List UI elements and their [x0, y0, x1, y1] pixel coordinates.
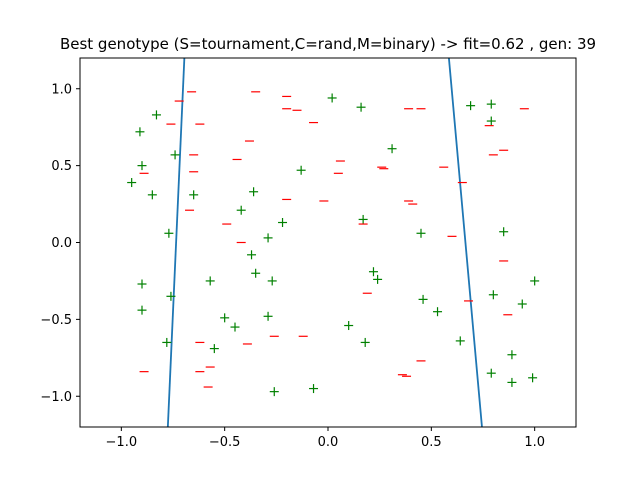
- plus-marker: [309, 384, 319, 394]
- plus-marker: [164, 228, 174, 238]
- plus-marker: [162, 337, 172, 347]
- plus-marker: [344, 321, 354, 331]
- chart-title: Best genotype (S=tournament,C=rand,M=bin…: [60, 35, 596, 53]
- plus-marker: [416, 228, 426, 238]
- plus-marker: [251, 268, 261, 278]
- plot-area: [80, 58, 576, 427]
- plus-marker: [267, 276, 277, 286]
- plus-marker: [360, 337, 370, 347]
- plus-marker: [278, 218, 288, 228]
- plus-marker: [137, 279, 147, 289]
- y-tick-label: 1.0: [51, 82, 72, 97]
- plus-marker: [486, 99, 496, 109]
- plus-marker: [230, 322, 240, 332]
- plus-marker: [528, 373, 538, 383]
- plus-marker: [507, 350, 517, 360]
- y-tick-label: −0.5: [40, 313, 72, 328]
- decision-lines: [166, 58, 483, 427]
- plus-marker: [151, 110, 161, 120]
- y-tick-label: −1.0: [40, 390, 72, 405]
- decision-line-2: [448, 58, 483, 427]
- plus-marker: [466, 101, 476, 111]
- data-points: [127, 91, 540, 397]
- plus-marker: [247, 250, 257, 260]
- plus-marker: [455, 336, 465, 346]
- plus-marker: [269, 387, 279, 397]
- plus-marker: [530, 276, 540, 286]
- plus-marker: [368, 267, 378, 277]
- plus-marker: [488, 290, 498, 300]
- plus-marker: [499, 227, 509, 237]
- plus-marker: [507, 377, 517, 387]
- plus-marker: [209, 344, 219, 354]
- plus-marker: [486, 368, 496, 378]
- plus-marker: [517, 299, 527, 309]
- plus-marker: [373, 274, 383, 284]
- plus-marker: [170, 150, 180, 160]
- plus-marker: [166, 291, 176, 301]
- plus-marker: [327, 93, 337, 103]
- x-tick-label: −0.5: [209, 435, 241, 450]
- x-tick-label: −1.0: [106, 435, 138, 450]
- x-tick-label: 0.0: [318, 435, 339, 450]
- plus-marker: [486, 116, 496, 126]
- plus-marker: [387, 144, 397, 154]
- plus-marker: [236, 205, 246, 215]
- plus-marker: [135, 127, 145, 137]
- plus-marker: [249, 187, 259, 197]
- decision-line-1: [166, 58, 186, 427]
- plus-marker: [189, 190, 199, 200]
- plus-marker: [263, 233, 273, 243]
- plus-marker: [418, 294, 428, 304]
- plus-marker: [147, 190, 157, 200]
- y-tick-label: 0.5: [51, 159, 72, 174]
- y-tick-label: 0.0: [51, 236, 72, 251]
- plus-marker: [263, 311, 273, 321]
- plus-marker: [296, 165, 306, 175]
- x-tick-label: 1.0: [524, 435, 545, 450]
- plus-marker: [433, 307, 443, 317]
- plot-background: [80, 58, 576, 427]
- plus-marker: [205, 276, 215, 286]
- axes: −1.0 −0.5 0.0 0.5 1.0 −1.0 −0.5 0.0 0.5 1.0: [40, 57, 577, 450]
- plus-marker: [137, 305, 147, 315]
- plus-marker: [358, 214, 368, 224]
- plus-marker: [127, 178, 137, 188]
- x-tick-label: 0.5: [421, 435, 442, 450]
- plus-marker: [356, 102, 366, 112]
- plus-marker: [220, 313, 230, 323]
- plus-marker: [137, 161, 147, 171]
